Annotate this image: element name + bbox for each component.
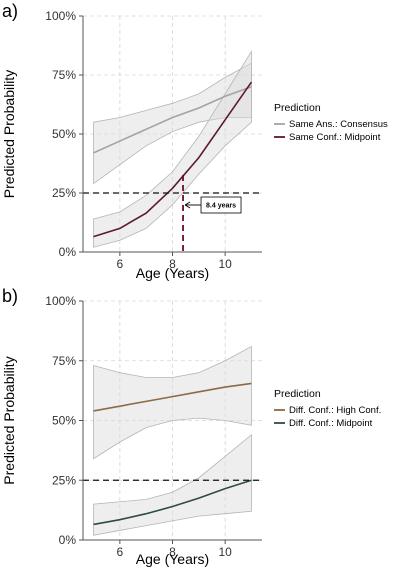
annotation-arrowhead [184,201,191,209]
y-tick-label: 0% [59,245,77,259]
confidence-band-1 [93,433,252,536]
x-tick-label: 8 [169,545,176,559]
legend-label-0: Diff. Conf.: High Conf. [289,405,381,416]
legend-label-1: Same Conf.: Midpoint [289,132,381,143]
x-tick-label: 8 [169,257,176,271]
annotation-box [200,196,242,214]
legend-title: Prediction [274,388,321,400]
y-axis-title: Predicted Probability [1,70,17,198]
annotation-label: 8.4 years [206,203,236,210]
series-line-0 [93,86,252,154]
x-tick-label: 10 [218,545,232,559]
y-tick-label: 25% [52,186,76,200]
chart-panel-a: a) 8.4 years 0% 25% 50% 75% 100% 6 8 10 Age (Years… [1,1,388,281]
series-line-1 [93,81,253,238]
series-line-1 [93,479,252,526]
x-axis-title: Age (Years) [136,265,209,281]
legend: Prediction Same Ans.: Consensus Same Conf.… [274,102,388,143]
panel-label: b) [2,286,18,306]
y-tick-label: 100% [45,9,76,23]
confidence-band-1 [93,49,252,248]
legend: Prediction Diff. Conf.: High Conf. Diff. C… [274,388,381,429]
y-tick-label: 75% [52,68,76,82]
y-axis-title: Predicted Probability [1,356,17,484]
y-tick-label: 75% [52,354,76,368]
series-line-0 [93,382,252,412]
y-tick-label: 100% [45,294,76,308]
legend-label-0: Same Ans.: Consensus [289,119,388,130]
x-tick-label: 6 [117,257,124,271]
legend-title: Prediction [274,102,321,114]
legend-label-1: Diff. Conf.: Midpoint [289,418,373,429]
panel-label: a) [2,1,18,21]
y-tick-label: 25% [52,473,76,487]
y-tick-label: 0% [59,533,77,547]
x-axis-title: Age (Years) [136,551,209,567]
confidence-band-0 [93,345,252,460]
x-tick-label: 6 [117,545,124,559]
y-tick-label: 50% [52,127,76,141]
y-tick-label: 50% [52,414,76,428]
chart-panel-b: b) 0% 25% 50% 75% 100% 6 8 10 Age (Years) Predicte… [1,286,381,567]
x-tick-label: 10 [218,257,232,271]
